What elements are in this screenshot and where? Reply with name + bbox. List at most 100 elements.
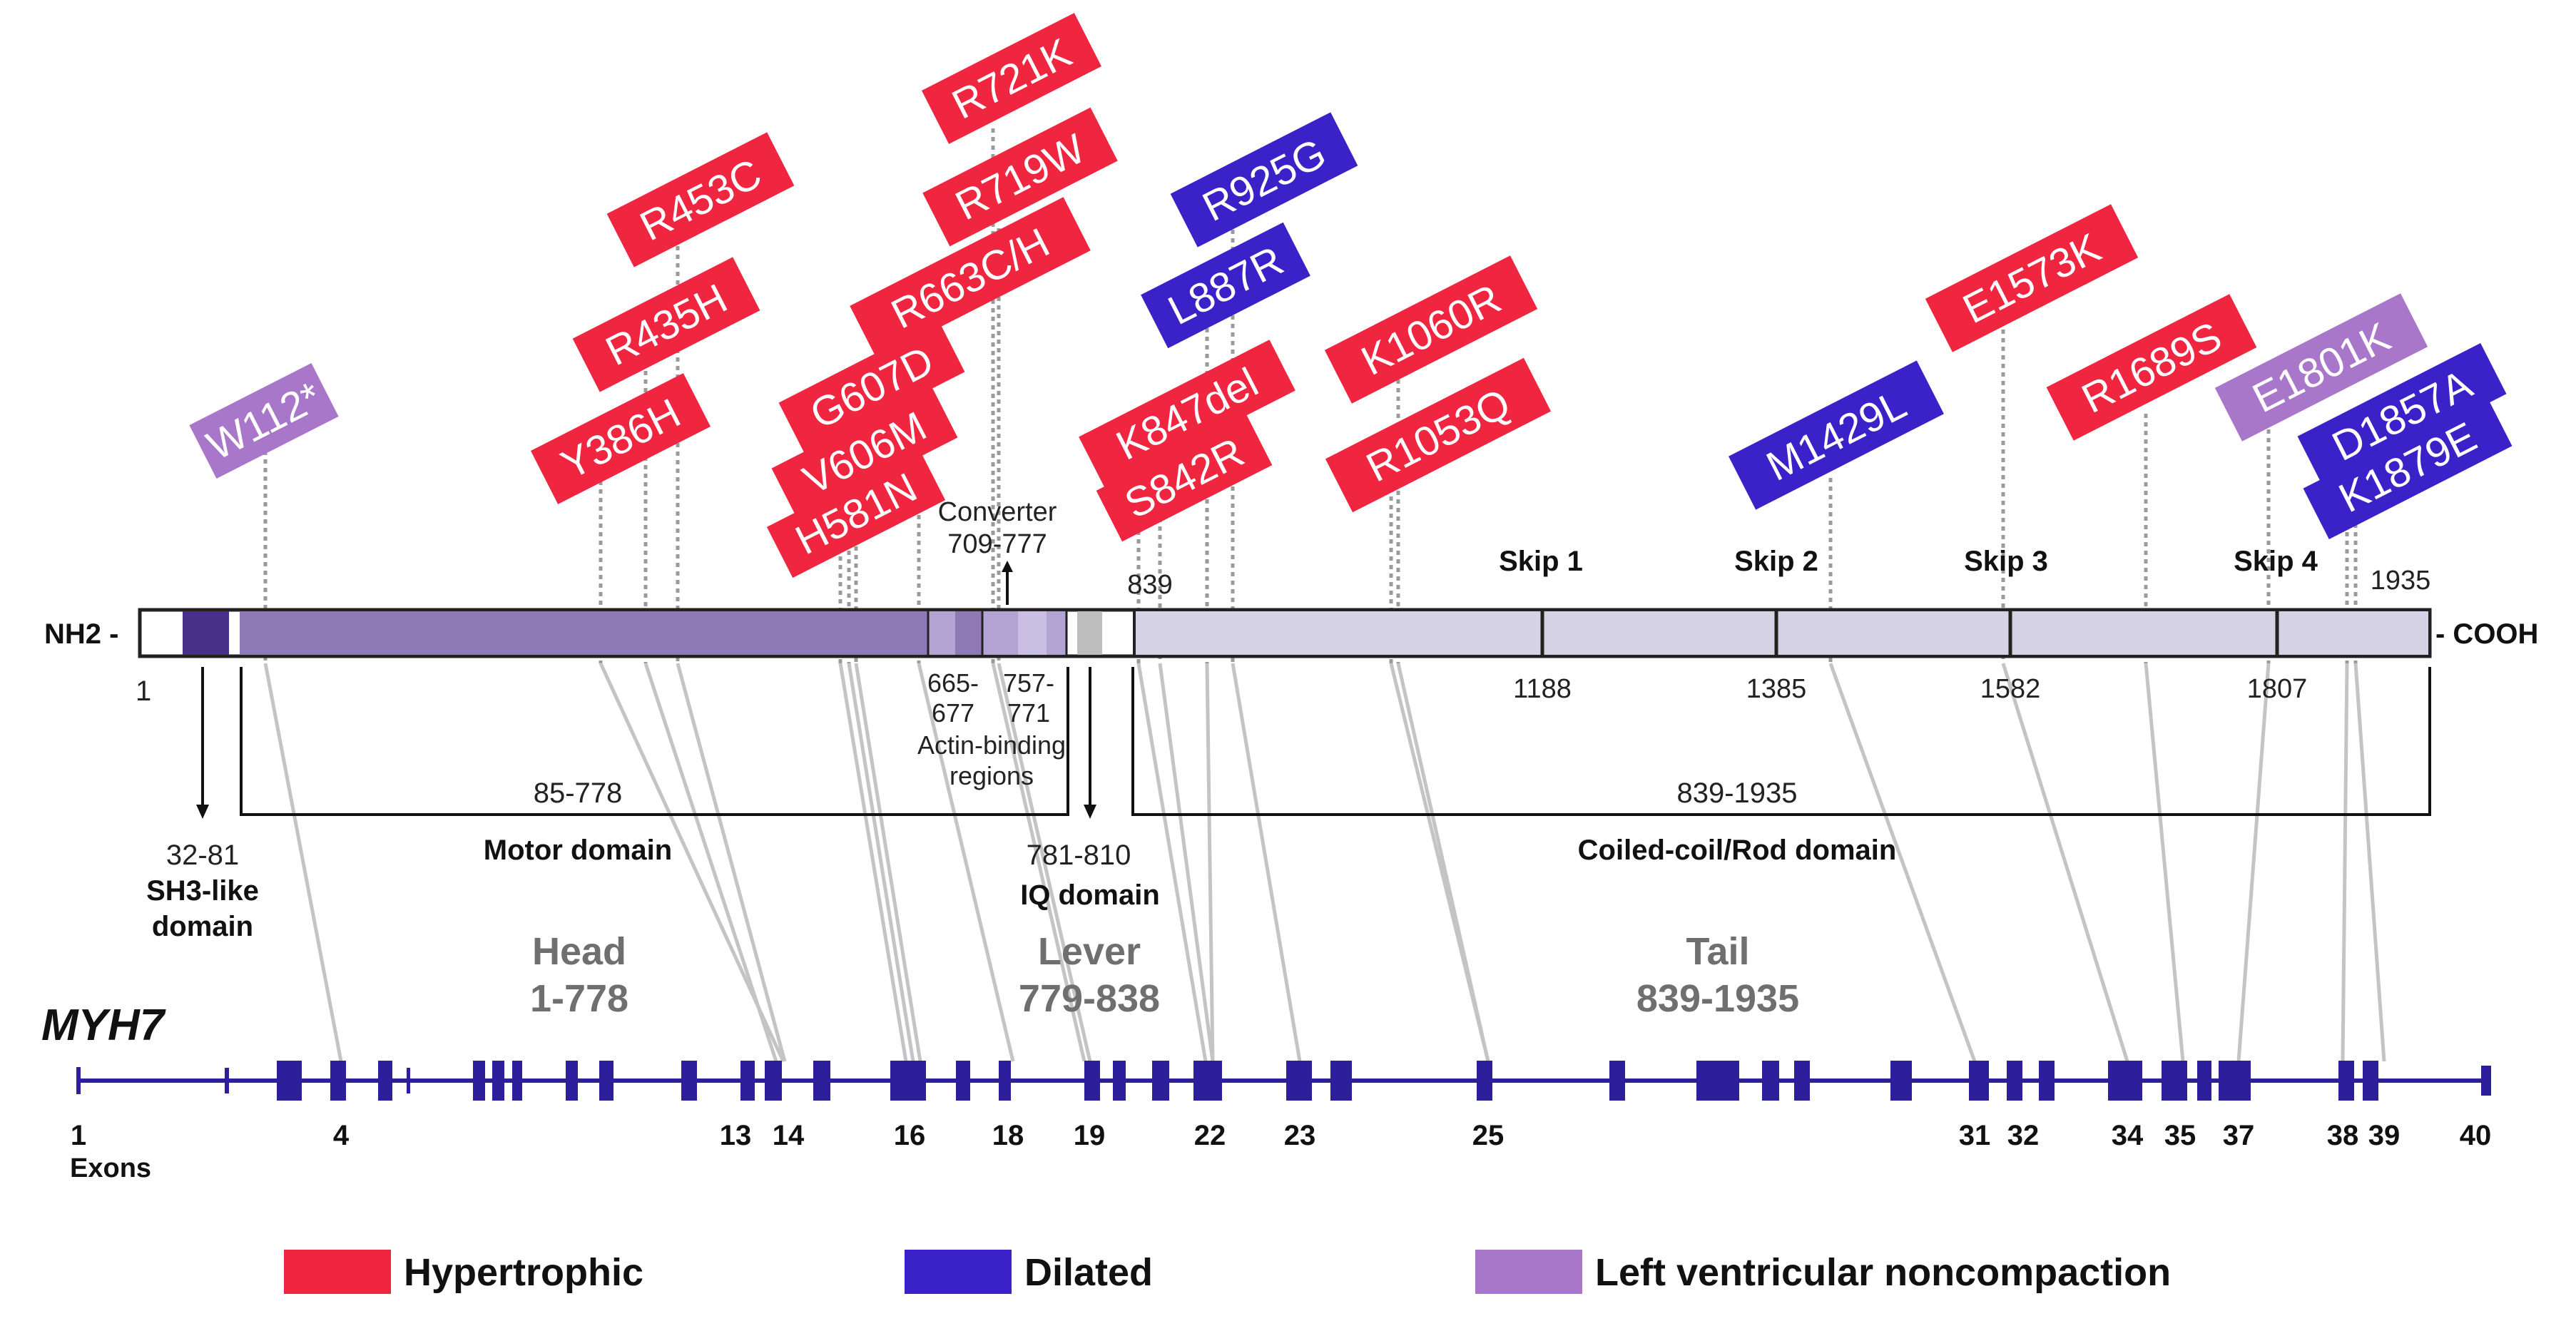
mutation-label: M1429L bbox=[1729, 360, 1944, 510]
skip-3-label: Skip 3 bbox=[1964, 546, 2048, 577]
exon-number: 22 bbox=[1194, 1120, 1226, 1151]
exon-block bbox=[765, 1061, 782, 1101]
mutation-box bbox=[2303, 394, 2513, 540]
exon-block bbox=[378, 1061, 392, 1101]
exon-connector bbox=[2341, 663, 2349, 1062]
skip-regions: Skip 1 1188 Skip 2 1385 Skip 3 1582 Skip… bbox=[1499, 546, 2318, 704]
exon-marker bbox=[407, 1068, 410, 1093]
exon-connector bbox=[2353, 663, 2386, 1062]
motor-domain-range: 85-778 bbox=[534, 777, 623, 809]
mutation-box bbox=[2214, 293, 2428, 442]
exon-block bbox=[2162, 1061, 2187, 1101]
exon-block bbox=[1696, 1061, 1739, 1101]
actin-caption-line2: regions bbox=[950, 761, 1034, 790]
mutation-box bbox=[1096, 414, 1273, 542]
mutation-box bbox=[1141, 222, 1310, 349]
cterm-label: - COOH bbox=[2435, 618, 2538, 650]
mutation-box bbox=[606, 132, 795, 267]
exon-block bbox=[740, 1061, 755, 1101]
mutation-label: Y386H bbox=[531, 373, 711, 504]
mutation-box bbox=[922, 13, 1101, 144]
mutation-box bbox=[922, 107, 1118, 247]
exon-block bbox=[2039, 1061, 2055, 1101]
exon-block bbox=[1609, 1061, 1625, 1101]
exon-number: 31 bbox=[1959, 1120, 1991, 1151]
exon-block bbox=[2007, 1061, 2022, 1101]
gene-backbone bbox=[78, 1078, 2488, 1083]
exon-block bbox=[599, 1061, 614, 1101]
mutation-label: R435H bbox=[572, 257, 760, 392]
exon-number: 39 bbox=[2368, 1120, 2401, 1151]
exon-connector bbox=[2001, 663, 2129, 1062]
mutation-label: L887R bbox=[1141, 222, 1310, 349]
converter-arrow-head bbox=[1002, 561, 1013, 572]
exon-block bbox=[1330, 1061, 1352, 1101]
exon-number: 32 bbox=[2007, 1120, 2040, 1151]
sh3-arrow-head bbox=[196, 805, 209, 819]
exon-number: 25 bbox=[1472, 1120, 1505, 1151]
skip-4-label: Skip 4 bbox=[2234, 546, 2318, 577]
exon-block bbox=[1477, 1061, 1492, 1101]
exon-connector bbox=[917, 663, 1015, 1062]
exon-marker bbox=[225, 1068, 229, 1093]
legend-label-dilated: Dilated bbox=[1024, 1251, 1153, 1294]
mutation-label: R925G bbox=[1170, 112, 1358, 248]
exon-connector bbox=[263, 663, 343, 1062]
exon-block bbox=[2363, 1061, 2378, 1101]
actin-right-top: 757- bbox=[1003, 668, 1054, 698]
exon-block bbox=[681, 1061, 697, 1101]
exon-number: 40 bbox=[2460, 1120, 2492, 1151]
mutation-text: R435H bbox=[599, 275, 734, 375]
actin-left-top: 665- bbox=[927, 668, 979, 698]
exon-block bbox=[1152, 1061, 1169, 1101]
exon-connector bbox=[1231, 663, 1302, 1062]
sh3-range: 32-81 bbox=[166, 840, 239, 871]
exon-number: 1 bbox=[71, 1120, 86, 1151]
exon-block bbox=[999, 1061, 1011, 1101]
exon-block bbox=[330, 1061, 346, 1101]
sh3-name-line1: SH3-like bbox=[146, 875, 259, 907]
mutation-box bbox=[1925, 204, 2139, 352]
exon-block bbox=[1890, 1061, 1912, 1101]
nterm-label: NH2 - bbox=[44, 618, 118, 650]
sh3-domain-annotation: 32-81 SH3-like domain bbox=[146, 667, 259, 942]
exon-block bbox=[813, 1061, 830, 1101]
mutation-box bbox=[771, 387, 958, 519]
exon-number: 38 bbox=[2327, 1120, 2359, 1151]
exon-block bbox=[2197, 1061, 2211, 1101]
mutation-box bbox=[2046, 294, 2257, 441]
exon-block bbox=[2219, 1061, 2251, 1101]
mutation-box bbox=[1729, 360, 1944, 510]
exon-block bbox=[1113, 1061, 1126, 1101]
exon-block bbox=[1286, 1061, 1312, 1101]
sh3-name-line2: domain bbox=[152, 911, 253, 942]
mutation-text: R453C bbox=[633, 151, 768, 250]
exon-connector bbox=[997, 663, 1092, 1062]
mutation-box bbox=[766, 449, 946, 578]
exon-connector bbox=[1136, 663, 1208, 1062]
actin-left-bottom: 677 bbox=[932, 698, 974, 728]
exon-block bbox=[890, 1061, 926, 1101]
start-number: 1 bbox=[136, 675, 151, 707]
mutation-box bbox=[778, 321, 965, 454]
exon-connector bbox=[854, 663, 922, 1062]
mutation-text: Y386H bbox=[554, 389, 688, 488]
segment-head-range: 1-778 bbox=[530, 977, 628, 1020]
exon-block bbox=[277, 1061, 302, 1101]
exon-connector bbox=[2236, 663, 2271, 1062]
exon-numbers: 1 4 13 14 16 18 19 22 23 25 31 32 34 35 … bbox=[70, 1120, 2491, 1183]
exon-number: 18 bbox=[992, 1120, 1024, 1151]
exon-block bbox=[566, 1061, 578, 1101]
exon-connector bbox=[1396, 663, 1490, 1062]
exon-number: 23 bbox=[1284, 1120, 1316, 1151]
gene-track bbox=[76, 1061, 2491, 1101]
rod-domain-name: Coiled-coil/Rod domain bbox=[1578, 835, 1897, 866]
protein-bar bbox=[138, 608, 2432, 658]
segment-tail-range: 839-1935 bbox=[1636, 977, 1799, 1020]
gene-name: MYH7 bbox=[41, 1001, 166, 1050]
mutation-text: R925G bbox=[1196, 130, 1333, 230]
skip-2-label: Skip 2 bbox=[1734, 546, 1818, 577]
exon-connector bbox=[1205, 663, 1215, 1062]
rod-domain-bracket bbox=[1131, 667, 2431, 816]
legend-swatch-hypertrophic bbox=[284, 1250, 391, 1294]
